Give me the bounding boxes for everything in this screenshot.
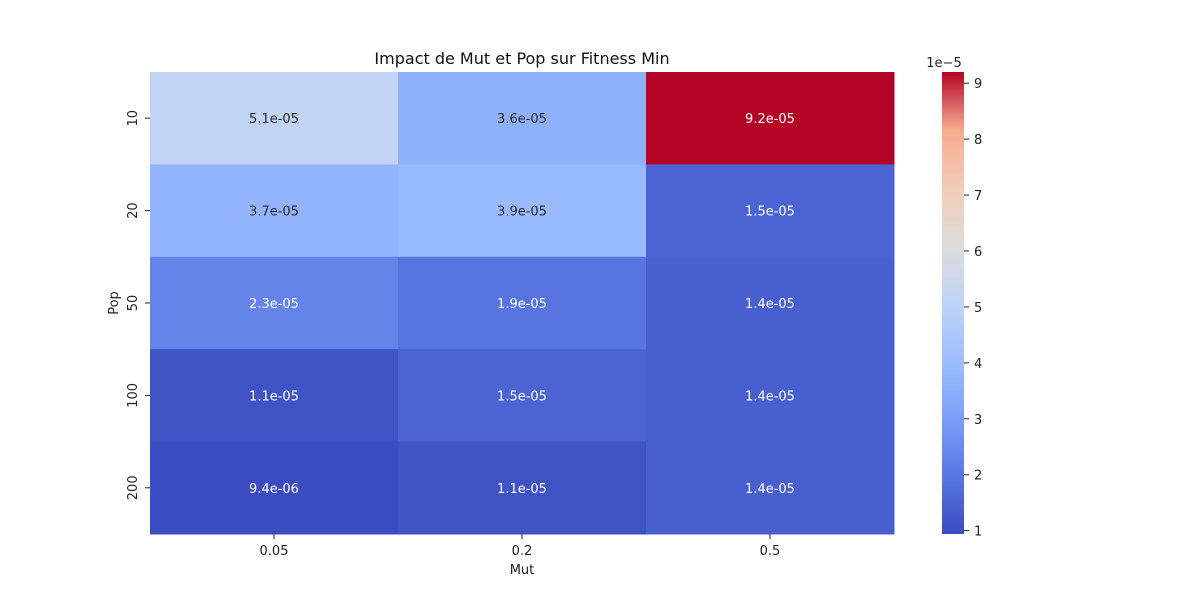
colorbar-ticks: 1 2 3 4 5 6 7 8 9 (964, 77, 982, 540)
cell-value-label: 3.9e-05 (497, 205, 547, 220)
colorbar-tick-label: 1 (974, 525, 982, 540)
heatmap-cells: 5.1e-05 3.6e-05 9.2e-05 3.7e-05 3.9e-05 1.5e-… (150, 72, 895, 535)
cell-value-label: 1.5e-05 (745, 205, 795, 220)
cell-value-label: 1.5e-05 (497, 389, 547, 404)
colorbar-tick-label: 4 (974, 357, 982, 372)
cell-value-label: 9.4e-06 (249, 482, 299, 497)
chart-title: Impact de Mut et Pop sur Fitness Min (374, 49, 669, 68)
heatmap-cell-r4-c1 (398, 441, 647, 535)
heatmap-cell-r0-c0 (150, 72, 399, 165)
colorbar-tick-label: 2 (974, 469, 982, 484)
y-axis-label: Pop (107, 291, 122, 315)
colorbar-scale-label: 1e−5 (926, 56, 961, 71)
colorbar-tick-label: 5 (974, 301, 982, 316)
heatmap-cell-r3-c0 (150, 349, 399, 443)
cell-value-label: 1.9e-05 (497, 297, 547, 312)
x-tick-label: 0.5 (760, 544, 781, 559)
cell-value-label: 1.1e-05 (249, 389, 299, 404)
heatmap-cell-r0-c1 (398, 72, 647, 165)
heatmap-cell-r4-c0 (150, 441, 399, 535)
heatmap-cell-r2-c1 (398, 256, 647, 350)
y-tick-label: 50 (126, 295, 141, 312)
y-tick-label: 200 (126, 475, 141, 500)
heatmap-cell-r1-c1 (398, 164, 647, 258)
y-tick-label: 100 (126, 383, 141, 408)
colorbar-tick-label: 9 (974, 77, 982, 92)
cell-value-label: 5.1e-05 (249, 112, 299, 127)
x-axis-ticks: 0.05 0.2 0.5 (260, 534, 781, 559)
y-tick-label: 10 (126, 110, 141, 127)
heatmap-cell-r1-c0 (150, 164, 399, 258)
cell-value-label: 1.4e-05 (745, 482, 795, 497)
y-axis-ticks: 10 20 50 100 200 (126, 110, 150, 500)
heatmap-cell-r4-c2 (646, 441, 895, 535)
colorbar-tick-label: 6 (974, 245, 982, 260)
colorbar-tick-label: 8 (974, 133, 982, 148)
cell-value-label: 9.2e-05 (745, 112, 795, 127)
heatmap-cell-r2-c2 (646, 256, 895, 350)
heatmap-cell-r3-c2 (646, 349, 895, 443)
cell-value-label: 1.4e-05 (745, 389, 795, 404)
heatmap-cell-r1-c2 (646, 164, 895, 258)
x-axis-label: Mut (510, 563, 535, 578)
colorbar-tick-label: 3 (974, 413, 982, 428)
y-tick-label: 20 (126, 202, 141, 219)
x-tick-label: 0.05 (260, 544, 289, 559)
cell-value-label: 1.1e-05 (497, 482, 547, 497)
colorbar-tick-label: 7 (974, 189, 982, 204)
x-tick-label: 0.2 (512, 544, 533, 559)
heatmap-cell-r2-c0 (150, 256, 399, 350)
colorbar-gradient (942, 72, 964, 534)
cell-value-label: 3.6e-05 (497, 112, 547, 127)
cell-value-label: 2.3e-05 (249, 297, 299, 312)
cell-value-label: 3.7e-05 (249, 205, 299, 220)
heatmap-cell-r0-c2 (646, 72, 895, 165)
colorbar: 1e−5 1 2 3 4 5 6 7 8 9 (926, 56, 982, 540)
cell-value-label: 1.4e-05 (745, 297, 795, 312)
heatmap-cell-r3-c1 (398, 349, 647, 443)
